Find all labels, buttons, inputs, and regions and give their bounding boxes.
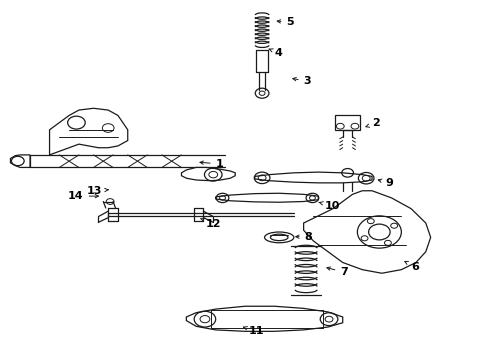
Polygon shape: [49, 108, 128, 155]
Text: 3: 3: [293, 76, 311, 86]
Polygon shape: [335, 116, 360, 130]
Polygon shape: [216, 193, 318, 202]
Text: 8: 8: [296, 232, 312, 242]
Text: 6: 6: [405, 261, 419, 272]
Text: 9: 9: [378, 178, 393, 188]
Polygon shape: [304, 191, 431, 273]
Polygon shape: [255, 172, 372, 183]
Text: 12: 12: [200, 219, 221, 229]
Polygon shape: [10, 155, 30, 167]
Text: 1: 1: [200, 159, 223, 169]
Text: 7: 7: [327, 267, 348, 277]
Text: 5: 5: [277, 17, 294, 27]
Text: 2: 2: [366, 118, 380, 128]
Text: 4: 4: [269, 48, 282, 58]
Polygon shape: [181, 167, 235, 181]
Text: 11: 11: [244, 326, 265, 336]
Text: 10: 10: [319, 201, 340, 211]
Text: 13: 13: [87, 186, 108, 196]
Polygon shape: [186, 306, 343, 331]
Ellipse shape: [265, 232, 294, 243]
Text: 14: 14: [68, 191, 98, 201]
Ellipse shape: [270, 234, 288, 240]
